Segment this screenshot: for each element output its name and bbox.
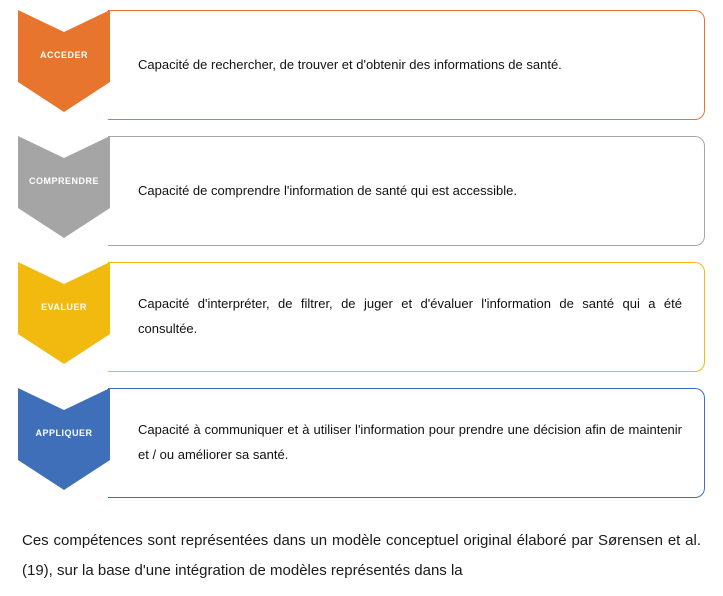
chevron-3: APPLIQUER <box>18 388 110 498</box>
step-row-0: ACCEDER Capacité de rechercher, de trouve… <box>18 10 705 120</box>
chevron-label-0: ACCEDER <box>18 51 110 61</box>
chevron-1: COMPRENDRE <box>18 136 110 246</box>
footer-paragraph: Ces compétences sont représentées dans u… <box>18 526 705 586</box>
chevron-label-3: APPLIQUER <box>18 429 110 439</box>
description-text-0: Capacité de rechercher, de trouver et d'… <box>138 53 562 78</box>
description-box-3: Capacité à communiquer et à utiliser l'i… <box>108 388 705 498</box>
step-row-1: COMPRENDRE Capacité de comprendre l'infor… <box>18 136 705 246</box>
description-box-1: Capacité de comprendre l'information de … <box>108 136 705 246</box>
step-row-2: EVALUER Capacité d'interpréter, de filtre… <box>18 262 705 372</box>
chevron-label-1: COMPRENDRE <box>18 177 110 187</box>
description-text-3: Capacité à communiquer et à utiliser l'i… <box>138 418 682 467</box>
step-row-3: APPLIQUER Capacité à communiquer et à uti… <box>18 388 705 498</box>
chevron-label-2: EVALUER <box>18 303 110 313</box>
description-box-0: Capacité de rechercher, de trouver et d'… <box>108 10 705 120</box>
chevron-0: ACCEDER <box>18 10 110 120</box>
description-box-2: Capacité d'interpréter, de filtrer, de j… <box>108 262 705 372</box>
chevron-2: EVALUER <box>18 262 110 372</box>
description-text-1: Capacité de comprendre l'information de … <box>138 179 517 204</box>
description-text-2: Capacité d'interpréter, de filtrer, de j… <box>138 292 682 341</box>
